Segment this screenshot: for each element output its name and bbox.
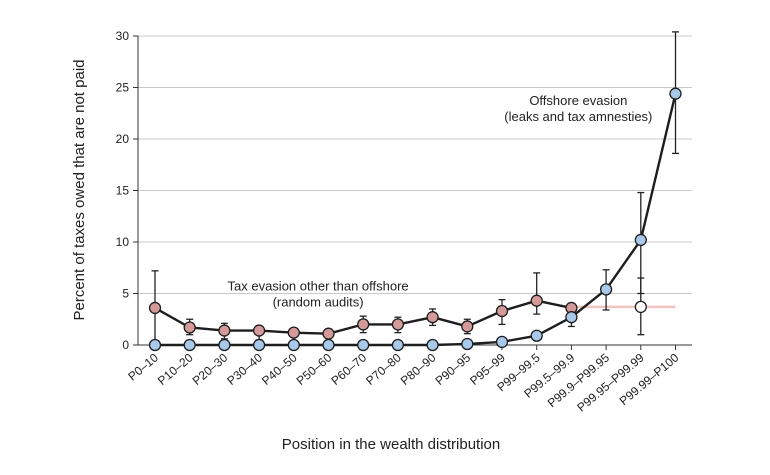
y-tick-label: 15 <box>116 184 130 198</box>
series-2-point <box>669 87 682 100</box>
x-tick-label: P80–90 <box>398 350 439 388</box>
annotation-offshore-line: (leaks and tax amnesties) <box>504 109 652 124</box>
series-2-point <box>218 338 231 352</box>
annotation-offshore-line: Offshore evasion <box>529 93 627 108</box>
y-tick-label: 20 <box>116 132 130 146</box>
series-1-point <box>426 311 439 324</box>
series-1-point <box>148 301 162 315</box>
x-tick-label: P60–70 <box>328 350 369 388</box>
series-layer <box>148 31 682 352</box>
y-tick-label: 0 <box>122 338 129 352</box>
series-2-point <box>391 338 405 352</box>
series-1-point <box>183 321 196 334</box>
series-2-point <box>634 233 647 247</box>
x-axis: P0–10P10–20P20–30P30–40P40–50P50–60P60–7… <box>125 345 682 414</box>
x-tick-label: P10–20 <box>155 350 196 388</box>
grid-lines <box>138 35 692 346</box>
series-1-point <box>391 318 405 331</box>
series-1-point <box>495 304 509 318</box>
series-2-point <box>252 338 266 352</box>
series-2-point <box>426 338 439 352</box>
annotation-other-line: Tax evasion other than offshore <box>228 278 409 293</box>
series-2-point <box>599 283 613 296</box>
series-2-point <box>287 338 300 352</box>
x-tick-label: P40–50 <box>259 350 300 388</box>
x-tick-label: P90–95 <box>433 350 474 388</box>
series-2-line <box>155 93 677 347</box>
series-1-point <box>322 327 335 340</box>
y-tick-label: 30 <box>116 29 130 43</box>
series-1-point <box>218 324 231 337</box>
series-2-point <box>148 338 162 352</box>
series-2-point <box>565 311 578 324</box>
series-1-point <box>252 324 266 337</box>
series-2-point <box>461 337 474 351</box>
y-tick-label: 5 <box>122 287 129 301</box>
y-tick-label: 25 <box>116 81 130 95</box>
series-2-point <box>530 329 543 342</box>
series-2-point <box>357 338 370 352</box>
x-axis-title: Position in the wealth distribution <box>282 436 500 453</box>
series-1-point <box>530 294 543 307</box>
annotations: Offshore evasion(leaks and tax amnesties… <box>228 93 653 309</box>
y-axis-title: Percent of taxes owed that are not paid <box>71 60 88 321</box>
series-1-point <box>461 320 474 333</box>
annotation-other-line: (random audits) <box>273 294 364 309</box>
series-1-point <box>287 326 300 339</box>
series-1-point <box>634 300 647 314</box>
x-tick-label: P30–40 <box>224 350 265 388</box>
y-tick-label: 10 <box>116 235 130 249</box>
y-axis: 0 5 10 15 20 25 30 <box>116 29 139 352</box>
x-tick-label: P50–60 <box>294 350 335 388</box>
series-1-point <box>357 318 370 331</box>
x-tick-label: P20–30 <box>190 350 231 388</box>
series-2-point <box>495 335 509 349</box>
series-2-point <box>183 338 196 352</box>
x-tick-label: P70–80 <box>363 350 404 388</box>
series-2-point <box>322 338 335 352</box>
